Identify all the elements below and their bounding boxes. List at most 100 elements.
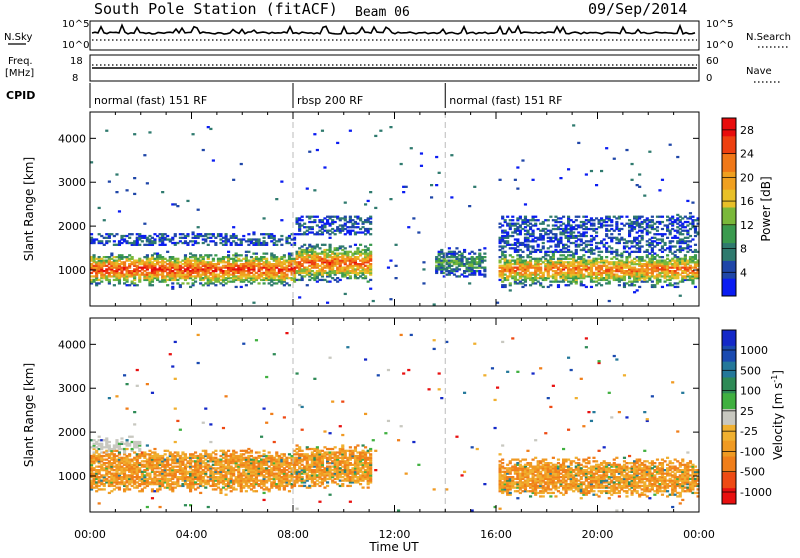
heatmap-cell xyxy=(118,451,121,453)
heatmap-cell xyxy=(146,254,149,256)
heatmap-cell xyxy=(585,286,588,288)
heatmap-cell xyxy=(430,184,433,186)
heatmap-cell xyxy=(542,242,545,244)
heatmap-cell xyxy=(547,224,550,226)
heatmap-cell xyxy=(339,279,342,281)
heatmap-cell xyxy=(412,217,415,219)
heatmap-cell xyxy=(636,289,639,291)
heatmap-cell xyxy=(417,231,420,233)
heatmap-cell xyxy=(483,256,486,258)
velocity-heatmap xyxy=(90,332,700,512)
heatmap-cell xyxy=(202,149,205,151)
heatmap-cell xyxy=(151,392,154,394)
heatmap-cell xyxy=(151,284,154,286)
heatmap-cell xyxy=(214,453,217,455)
heatmap-cell xyxy=(519,216,522,218)
heatmap-cell xyxy=(128,453,131,455)
heatmap-cell xyxy=(146,506,149,508)
heatmap-cell xyxy=(184,453,187,455)
cpid-label: CPID xyxy=(6,89,35,102)
heatmap-cell xyxy=(631,163,634,165)
heatmap-cell xyxy=(153,448,156,450)
heatmap-cell xyxy=(204,450,207,452)
heatmap-cell xyxy=(252,231,255,233)
heatmap-cell xyxy=(504,284,507,286)
heatmap-cell xyxy=(468,205,471,207)
heatmap-cell xyxy=(585,235,588,237)
heatmap-cell xyxy=(174,408,177,410)
colorbar-swatch xyxy=(722,260,736,278)
heatmap-cell xyxy=(197,226,200,228)
heatmap-cell xyxy=(618,233,621,235)
heatmap-cell xyxy=(219,233,222,235)
heatmap-cell xyxy=(455,247,458,249)
heatmap-cell xyxy=(225,233,228,235)
heatmap-cell xyxy=(549,245,552,247)
heatmap-cell xyxy=(689,235,692,237)
colorbar-tick-label: 12 xyxy=(740,219,754,232)
heatmap-cell xyxy=(306,188,309,190)
heatmap-cell xyxy=(483,247,486,249)
heatmap-cell xyxy=(214,450,217,452)
heatmap-cell xyxy=(202,422,205,424)
nsky-frame xyxy=(90,21,699,50)
heatmap-cell xyxy=(334,221,337,223)
colorbar-swatch xyxy=(722,278,736,296)
heatmap-cell xyxy=(115,439,118,441)
heatmap-cell xyxy=(501,224,504,226)
colorbar-tick-label: 8 xyxy=(740,243,747,256)
heatmap-cell xyxy=(661,256,664,258)
nsky-tick-bottom: 10^0 xyxy=(62,40,89,51)
heatmap-cell xyxy=(537,244,540,246)
heatmap-cell xyxy=(153,238,156,240)
heatmap-cell xyxy=(691,216,694,218)
heatmap-cell xyxy=(367,200,370,202)
heatmap-cell xyxy=(303,223,306,225)
heatmap-cell xyxy=(501,216,504,218)
heatmap-cell xyxy=(572,124,575,126)
colorbar-swatch xyxy=(722,118,736,136)
heatmap-cell xyxy=(209,441,212,443)
heatmap-cell xyxy=(344,216,347,218)
heatmap-cell xyxy=(658,189,661,191)
heatmap-cell xyxy=(280,219,283,221)
heatmap-cell xyxy=(537,219,540,221)
heatmap-cell xyxy=(232,179,235,181)
heatmap-cell xyxy=(326,302,329,304)
heatmap-cell xyxy=(422,261,425,263)
heatmap-cell xyxy=(547,219,550,221)
heatmap-cell xyxy=(407,226,410,228)
heatmap-cell xyxy=(542,286,545,288)
heatmap-cell xyxy=(174,233,177,235)
colorbar-tick-label: 28 xyxy=(740,124,754,137)
heatmap-cell xyxy=(577,216,580,218)
heatmap-cell xyxy=(539,267,542,269)
heatmap-cell xyxy=(539,282,542,284)
heatmap-cell xyxy=(625,149,628,151)
nsky-panel: N.Sky 10^5 10^0 10^5 10^0 N.Search xyxy=(4,19,791,51)
heatmap-cell xyxy=(176,451,179,453)
heatmap-cell xyxy=(613,158,616,160)
heatmap-cell xyxy=(197,334,200,336)
freq-tick-bottom: 8 xyxy=(72,73,78,84)
heatmap-cell xyxy=(567,168,570,170)
heatmap-cell xyxy=(204,408,207,410)
heatmap-cell xyxy=(402,191,405,193)
heatmap-cell xyxy=(323,166,326,168)
heatmap-cell xyxy=(405,186,408,188)
heatmap-cell xyxy=(301,216,304,218)
heatmap-cell xyxy=(194,451,197,453)
heatmap-cell xyxy=(136,284,139,286)
heatmap-cell xyxy=(478,270,481,272)
heatmap-cell xyxy=(222,427,225,429)
heatmap-cell xyxy=(648,231,651,233)
heatmap-cell xyxy=(521,251,524,253)
heatmap-cell xyxy=(534,216,537,218)
heatmap-cell xyxy=(194,254,197,256)
heatmap-cell xyxy=(164,453,167,455)
heatmap-cell xyxy=(105,130,108,132)
